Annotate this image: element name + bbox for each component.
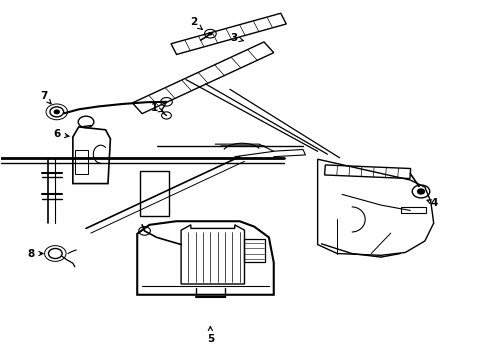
Text: 3: 3: [230, 33, 243, 43]
Bar: [400, 207, 425, 213]
Text: 4: 4: [426, 198, 437, 208]
Circle shape: [54, 110, 59, 114]
Text: 7: 7: [40, 91, 51, 104]
Circle shape: [417, 189, 424, 194]
Text: 5: 5: [206, 327, 214, 343]
Text: 6: 6: [53, 129, 69, 139]
Circle shape: [207, 32, 212, 36]
Text: 1: 1: [150, 103, 163, 113]
Text: 2: 2: [189, 17, 202, 30]
Bar: [75, 150, 88, 174]
Text: 8: 8: [27, 248, 43, 258]
Bar: [140, 171, 168, 216]
Bar: [243, 239, 265, 262]
